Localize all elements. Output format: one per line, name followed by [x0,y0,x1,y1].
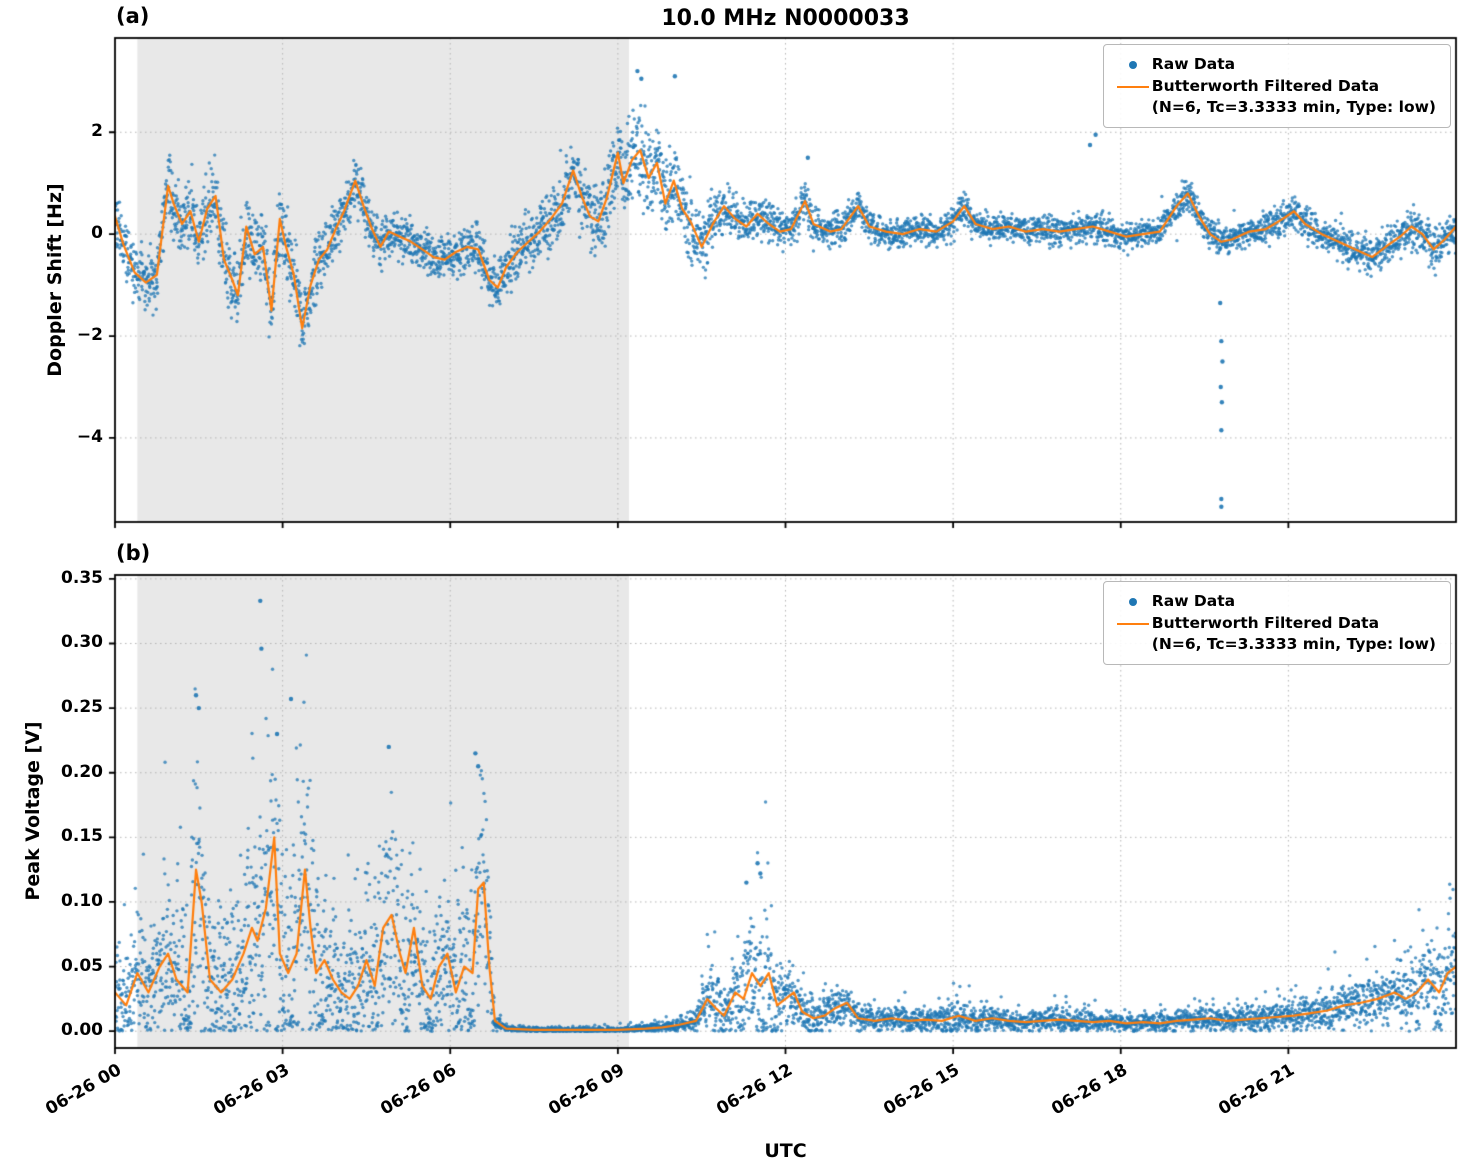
legend-entry-raw: Raw Data [1114,591,1436,612]
y-axis-label-doppler: Doppler Shift [Hz] [44,183,66,377]
raw-data-marker-icon [1128,597,1137,606]
legend-raw-label: Raw Data [1151,55,1236,73]
legend-entry-filtered: Butterworth Filtered Data (N=6, Tc=3.333… [1114,613,1436,655]
legend-filtered-sublabel: (N=6, Tc=3.3333 min, Type: low) [1151,98,1436,116]
panel-a-label: (a) [116,4,150,28]
raw-data-marker-icon [1128,60,1137,69]
y-tick-label: 0.20 [61,761,103,782]
legend-entry-raw: Raw Data [1114,54,1436,75]
filtered-line-marker-icon [1116,622,1149,625]
y-tick-label: 0.00 [61,1020,103,1041]
y-tick-label: 0.30 [61,632,103,653]
y-tick-label: 0.35 [61,567,103,588]
legend-filtered-label: Butterworth Filtered Data [1151,77,1380,95]
y-axis-label-voltage: Peak Voltage [V] [22,721,44,901]
y-tick-label: 0 [91,223,103,244]
filtered-line-marker-icon [1116,85,1149,88]
legend-raw-label: Raw Data [1151,592,1236,610]
y-tick-label: 0.25 [61,697,103,718]
legend-filtered-sublabel: (N=6, Tc=3.3333 min, Type: low) [1151,635,1436,653]
y-tick-label: 0.10 [61,890,103,911]
y-tick-label: −2 [76,325,103,346]
legend-filtered-label: Butterworth Filtered Data [1151,614,1380,632]
panel-b-label: (b) [116,541,151,565]
legend-entry-filtered: Butterworth Filtered Data (N=6, Tc=3.333… [1114,76,1436,118]
legend-panel-b: Raw Data Butterworth Filtered Data (N=6,… [1102,581,1451,665]
y-tick-label: 0.05 [61,955,103,976]
legend-panel-a: Raw Data Butterworth Filtered Data (N=6,… [1102,44,1451,128]
x-axis-label: UTC [764,1140,807,1162]
y-tick-label: 0.15 [61,826,103,847]
chart-title: 10.0 MHz N0000033 [661,6,910,31]
y-tick-label: −4 [76,426,103,447]
y-tick-label: 2 [91,121,103,142]
